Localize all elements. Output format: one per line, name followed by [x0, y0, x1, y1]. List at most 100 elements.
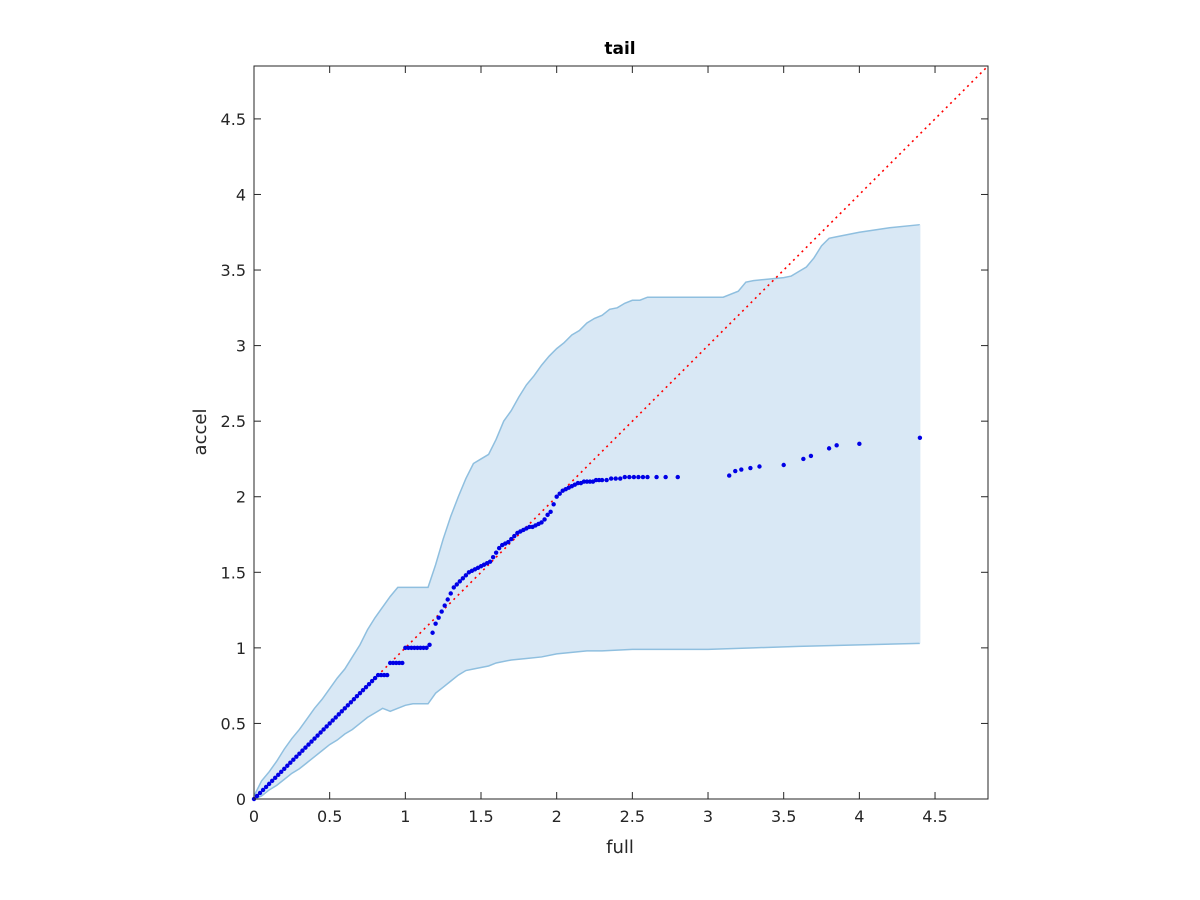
data-point — [436, 615, 441, 620]
data-point — [357, 691, 363, 696]
data-point — [351, 697, 357, 702]
data-point — [336, 712, 341, 717]
data-point — [445, 597, 450, 602]
confidence-band — [253, 223, 921, 800]
data-point — [548, 509, 553, 515]
data-point — [381, 672, 387, 678]
data-point — [424, 645, 429, 651]
data-point — [384, 672, 390, 678]
data-point — [400, 660, 405, 666]
plot-axes — [253, 65, 989, 800]
band-lower-edge — [253, 642, 920, 800]
data-point — [315, 733, 320, 738]
y-tick-label: 2 — [236, 488, 246, 507]
data-point — [415, 645, 420, 651]
x-ticks: 0 0.5 1 1.5 2 2.5 3 3.5 4 4.5 — [249, 66, 948, 826]
data-point — [269, 778, 275, 784]
data-point — [834, 443, 839, 448]
data-point — [808, 453, 814, 459]
data-point — [631, 474, 637, 480]
data-point — [539, 520, 544, 525]
x-tick-label: 2 — [552, 807, 562, 826]
data-point — [460, 576, 466, 581]
data-point — [587, 479, 593, 484]
data-point — [257, 790, 263, 796]
x-tick-label: 1.5 — [468, 807, 493, 826]
data-point — [457, 579, 463, 584]
y-tick-label: 3.5 — [221, 261, 246, 280]
reference-diagonal — [253, 65, 989, 800]
data-point — [430, 630, 435, 635]
data-point — [575, 480, 581, 486]
data-point — [397, 660, 402, 666]
y-tick-label: 4.5 — [221, 110, 246, 129]
data-point — [801, 456, 806, 462]
data-point — [496, 545, 502, 551]
data-point — [260, 787, 266, 793]
data-point — [433, 621, 438, 626]
data-point — [463, 573, 469, 578]
data-point — [917, 435, 923, 440]
data-point — [599, 477, 605, 483]
data-point — [276, 772, 281, 778]
data-point — [388, 660, 393, 666]
y-tick-label: 0 — [236, 790, 246, 809]
x-tick-label: 3 — [703, 807, 713, 826]
data-point — [512, 533, 517, 539]
data-point — [306, 742, 311, 747]
data-point — [442, 603, 447, 608]
data-point — [608, 476, 614, 481]
axes-box — [253, 65, 989, 800]
x-tick-label: 4 — [854, 807, 864, 826]
data-point — [493, 550, 499, 555]
data-point — [739, 467, 744, 472]
chart-title: tail — [604, 39, 635, 59]
data-point — [622, 474, 627, 480]
data-point — [272, 775, 278, 781]
data-point — [640, 474, 646, 480]
data-point — [394, 660, 399, 666]
data-point — [403, 645, 408, 651]
data-point — [297, 751, 302, 756]
data-point — [527, 524, 532, 530]
data-point — [339, 709, 344, 714]
data-point — [312, 736, 317, 741]
data-point — [412, 645, 417, 651]
y-tick-label: 0.5 — [221, 714, 246, 733]
data-point — [727, 473, 732, 478]
data-point — [857, 441, 862, 447]
data-point — [733, 468, 738, 474]
data-point — [282, 766, 287, 771]
data-point — [288, 760, 293, 765]
data-point — [618, 476, 623, 481]
data-point — [454, 582, 459, 587]
data-point — [757, 464, 762, 469]
data-point — [360, 687, 366, 693]
data-point — [294, 754, 299, 759]
data-point — [418, 645, 423, 651]
y-tick-label: 1 — [236, 639, 246, 658]
data-point — [330, 718, 335, 723]
data-point — [604, 477, 609, 483]
data-point — [309, 739, 314, 744]
y-tick-label: 1.5 — [221, 563, 246, 582]
data-point — [584, 479, 590, 484]
data-point — [366, 681, 372, 687]
data-point — [303, 745, 308, 750]
data-point — [378, 672, 384, 678]
x-axis-label: full — [606, 837, 634, 858]
data-point — [342, 706, 348, 711]
data-point — [545, 512, 550, 518]
data-point — [748, 465, 753, 471]
data-point — [279, 769, 284, 774]
data-point — [421, 645, 426, 651]
data-point — [300, 748, 305, 753]
y-ticks: 0 0.5 1 1.5 2 2.5 3 3.5 4 4.5 — [221, 110, 988, 809]
data-point — [636, 474, 641, 480]
y-axis-label: accel — [190, 409, 211, 456]
data-point — [663, 474, 668, 480]
data-points — [251, 435, 923, 802]
y-tick-label: 3 — [236, 337, 246, 356]
data-point — [354, 694, 360, 699]
x-tick-label: 1 — [400, 807, 410, 826]
